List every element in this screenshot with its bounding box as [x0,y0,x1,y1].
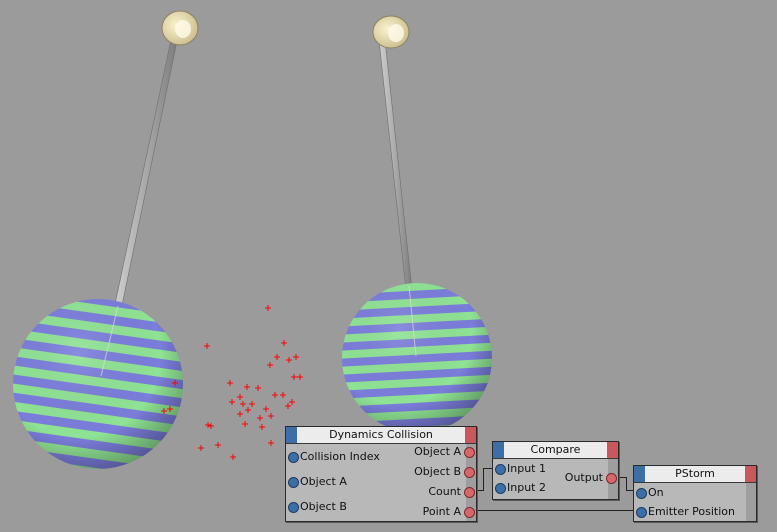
wire-count-to-input1 [483,468,484,491]
particle [230,454,236,460]
port-label-collision-index: Collision Index [300,450,380,463]
particle [274,354,280,360]
particle [263,406,269,412]
left-striped-sphere [13,299,183,469]
input-port-collision-index[interactable] [288,452,299,463]
right-pivot-cap [372,15,410,49]
dynamics-collision-node[interactable]: Dynamics Collision Collision Index Objec… [285,426,477,522]
particle [215,442,221,448]
port-label-point-a: Point A [422,505,461,518]
input-port-on[interactable] [636,488,647,499]
particle [242,421,248,427]
particle [240,401,246,407]
particle [286,357,292,363]
port-label-output: Output [564,471,603,484]
output-port-object-a[interactable] [464,447,475,458]
particle [237,394,243,400]
particle [204,343,210,349]
particle-cloud [161,305,303,460]
particle [268,440,274,446]
compare-header[interactable]: Compare [493,442,618,459]
particle [257,415,263,421]
port-label-object-a-in: Object A [300,475,347,488]
wire-output-to-on [616,477,626,478]
wire-output-to-on [626,477,627,491]
dynamics-collision-header[interactable]: Dynamics Collision [286,427,476,444]
compare-node[interactable]: Compare Input 1 Input 2 Output [492,441,619,500]
compare-title: Compare [530,443,581,456]
right-pendulum-rod [378,39,413,291]
pstorm-header[interactable]: PStorm [634,466,756,483]
wire-pointa-to-emitter-position [473,510,640,511]
port-label-count: Count [428,485,461,498]
particle [267,362,273,368]
input-port-object-b[interactable] [288,502,299,513]
port-label-emitter-position: Emitter Position [648,505,735,518]
right-striped-sphere [342,283,492,433]
output-port-count[interactable] [464,487,475,498]
port-label-input-1: Input 1 [507,462,546,475]
left-pendulum-rod [113,39,178,311]
output-port-point-a[interactable] [464,507,475,518]
input-port-input-2[interactable] [495,483,506,494]
port-label-on: On [648,486,664,499]
wire-count-to-input1 [483,468,498,469]
particle [285,403,291,409]
input-port-input-1[interactable] [495,464,506,475]
particle [208,423,214,429]
left-pivot-cap [161,10,199,46]
particle [172,380,178,386]
particle [255,385,261,391]
pstorm-title: PStorm [675,467,715,480]
port-label-object-a-out: Object A [414,445,461,458]
input-port-object-a[interactable] [288,477,299,488]
particle [280,392,286,398]
particle [237,411,243,417]
particle [259,424,265,430]
particle [289,399,295,405]
particle [291,374,297,380]
particle [272,392,278,398]
particle [244,384,250,390]
particle [265,305,271,311]
particle [249,401,255,407]
port-label-object-b-in: Object B [300,500,347,513]
particle [297,374,303,380]
particle [293,354,299,360]
particle [245,407,251,413]
particle [229,399,235,405]
particle [161,408,167,414]
dynamics-collision-title: Dynamics Collision [329,428,433,441]
particle [268,413,274,419]
particle [167,406,173,412]
wire-count-to-input1 [473,490,483,491]
input-port-emitter-position[interactable] [636,507,647,518]
port-label-object-b-out: Object B [414,465,461,478]
particle [227,380,233,386]
particle [198,445,204,451]
output-port-object-b[interactable] [464,467,475,478]
pstorm-node[interactable]: PStorm On Emitter Position [633,465,757,522]
particle [281,340,287,346]
particle [205,422,211,428]
port-label-input-2: Input 2 [507,481,546,494]
output-port-output[interactable] [606,473,617,484]
